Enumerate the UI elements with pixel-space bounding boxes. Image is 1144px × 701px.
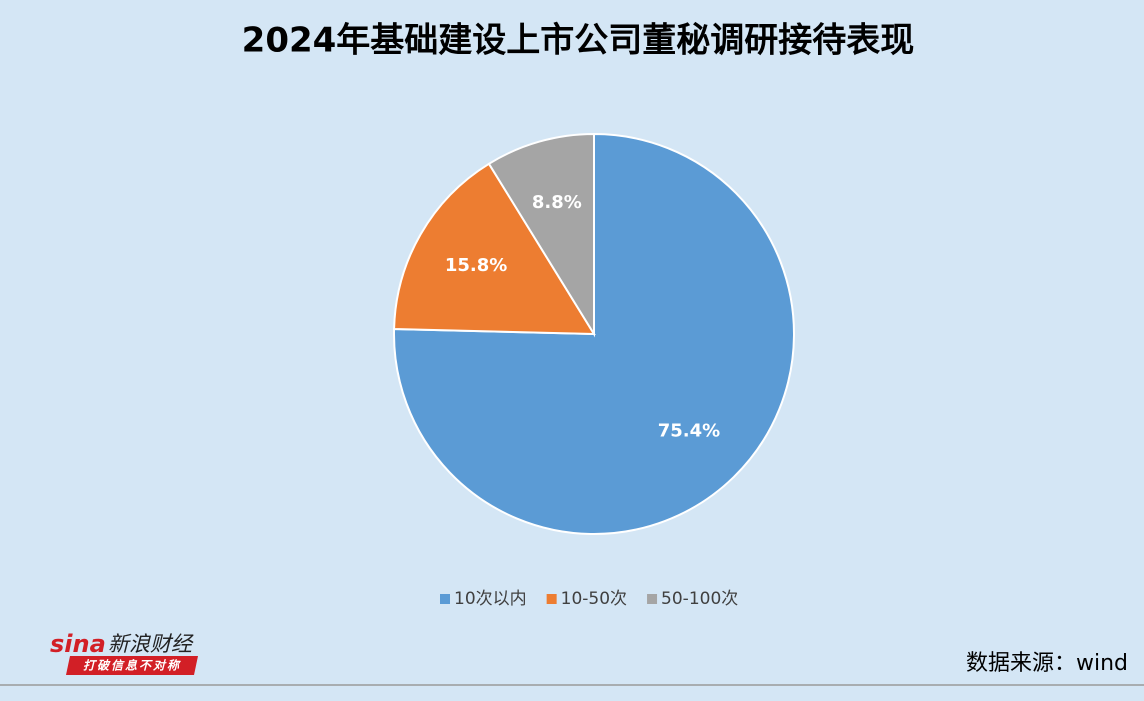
legend-swatch [647,594,658,604]
logo-banner [66,656,198,675]
data-label: 15.8% [445,255,507,276]
logo-brand: sina [50,630,106,658]
logo: sina 新浪财经 打破信息不对称 [50,630,198,675]
source: 数据来源：wind [966,651,1128,676]
pie-slice [393,162,596,336]
pie-slice [487,132,595,338]
chart-title: 2024年基础建设上市公司董秘调研接待表现 [242,21,915,61]
data-label: 75.4% [658,420,720,441]
legend-swatch [440,594,450,604]
legend-label: 50-100次 [661,589,738,609]
legend: 10次以内 10-50次 50-100次 [440,589,738,609]
legend-swatch [546,594,557,604]
data-label: 8.8% [532,192,582,213]
logo-slogan: 打破信息不对称 [83,659,181,673]
pie: 75.4% 15.8% 8.8% [393,132,795,535]
legend-label: 10次以内 [454,589,527,609]
logo-name: 新浪财经 [108,632,194,656]
legend-label: 10-50次 [561,589,627,609]
